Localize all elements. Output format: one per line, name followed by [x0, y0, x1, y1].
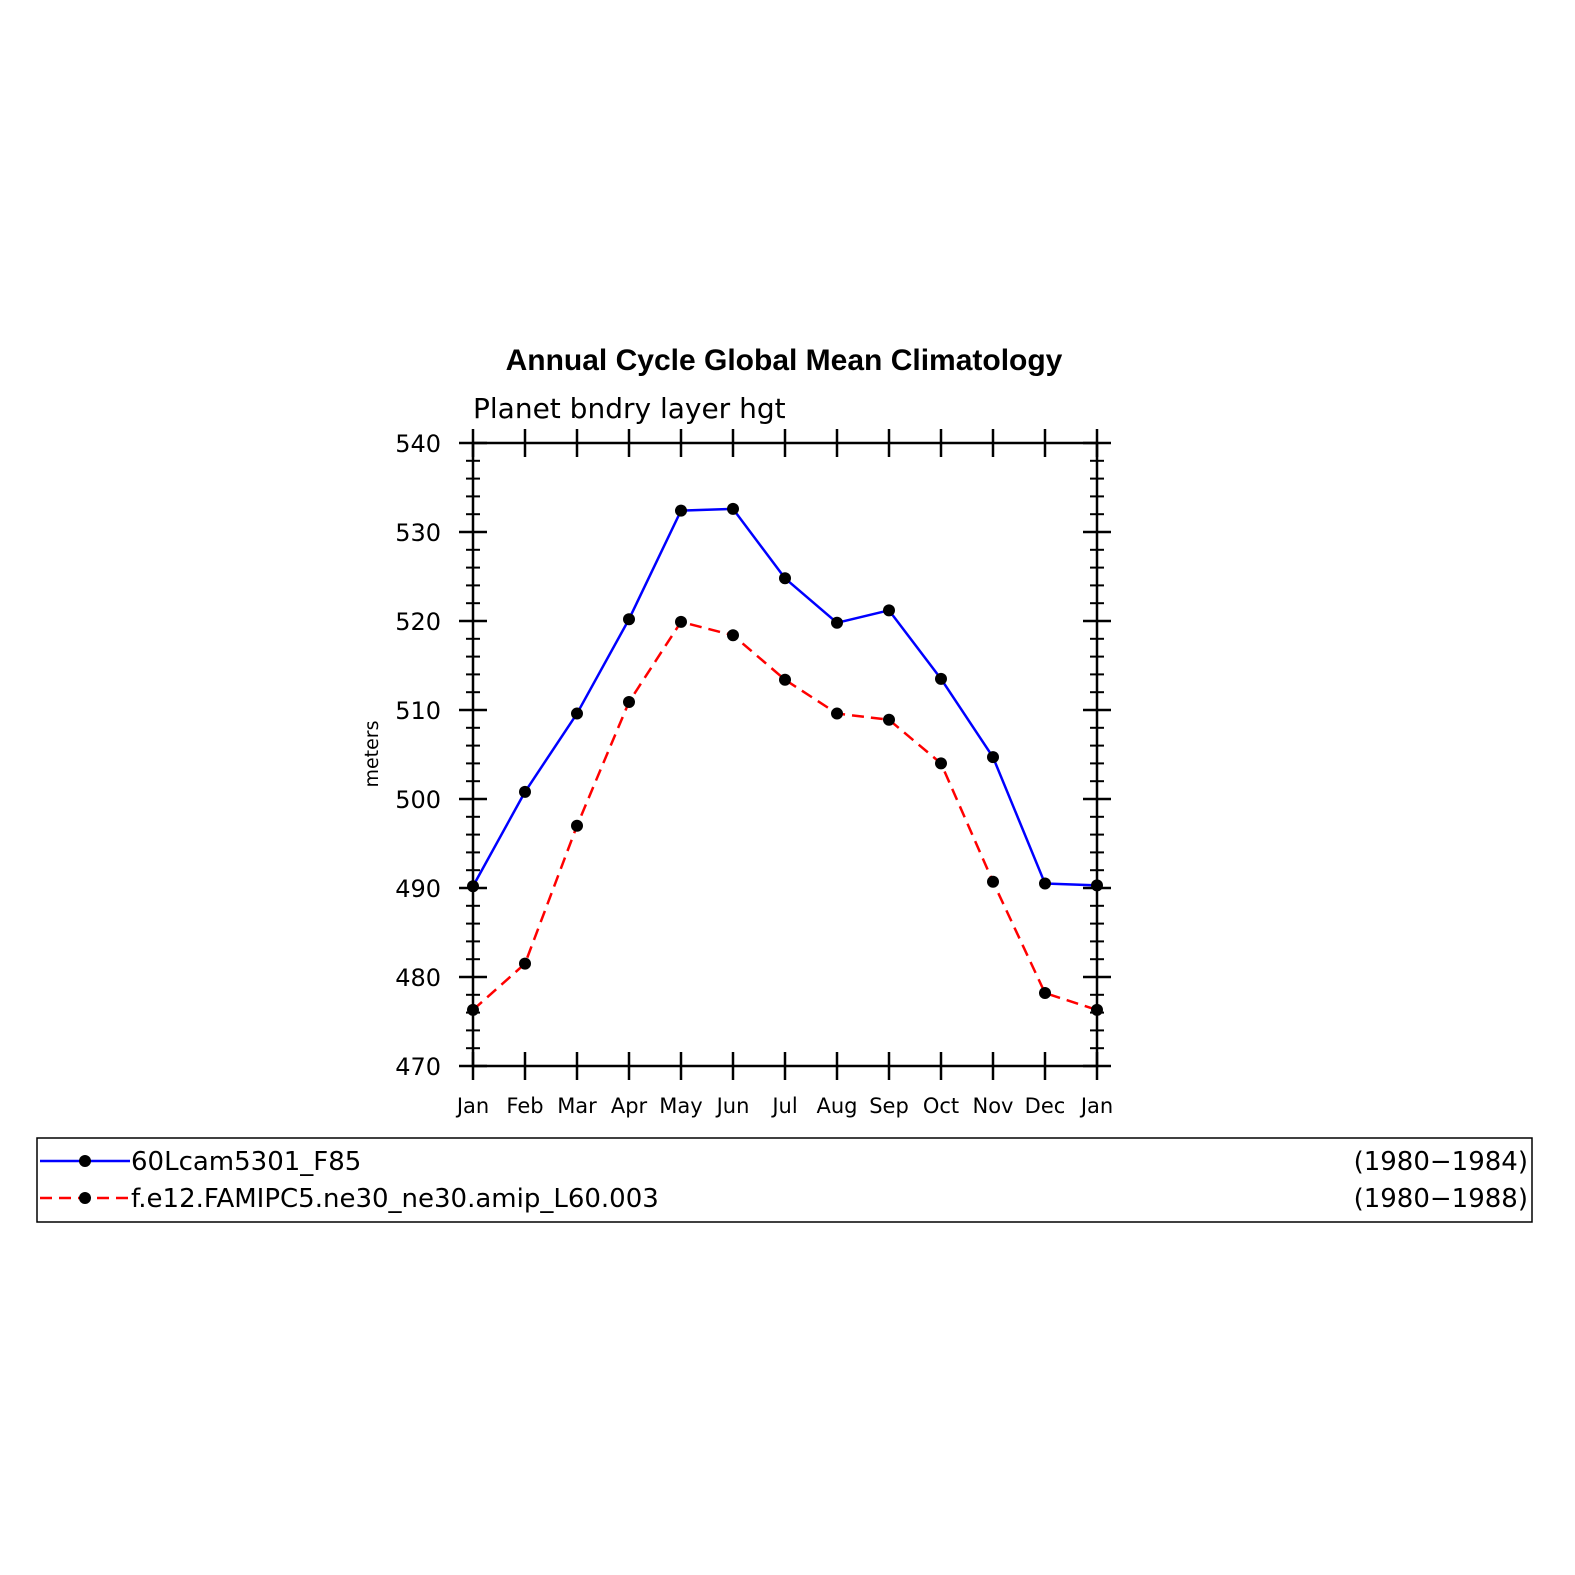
plot-frame: [471, 441, 1099, 1068]
data-point: [571, 707, 583, 720]
x-tick-label: Jan: [455, 1094, 489, 1118]
y-tick-label: 470: [395, 1053, 441, 1081]
data-point: [987, 875, 999, 888]
data-point: [623, 695, 635, 708]
x-tick-label: Jan: [1079, 1094, 1113, 1118]
legend-box: [36, 1137, 1533, 1223]
y-tick-label: 540: [395, 430, 441, 458]
chart-subtitle: Planet bndry layer hgt: [473, 392, 786, 425]
legend-series-name: f.e12.FAMIPC5.ne30_ne30.amip_L60.003: [131, 1184, 659, 1214]
data-point: [883, 604, 895, 617]
data-point: [1091, 879, 1103, 892]
data-point: [1039, 877, 1051, 890]
legend-marker: [79, 1155, 91, 1167]
data-point: [831, 616, 843, 629]
data-point: [467, 1003, 479, 1016]
x-tick-label: Nov: [973, 1094, 1014, 1118]
legend-series-period: (1980−1984): [1354, 1147, 1528, 1177]
data-point: [779, 673, 791, 686]
x-tick-label: Apr: [611, 1094, 648, 1118]
data-point: [675, 615, 687, 628]
y-tick-label: 480: [395, 964, 441, 992]
x-tick-label: Feb: [506, 1094, 543, 1118]
legend-marker: [79, 1192, 91, 1204]
legend-series-period: (1980−1988): [1354, 1184, 1528, 1214]
data-point: [1091, 1003, 1103, 1016]
x-tick-label: Aug: [816, 1094, 857, 1118]
data-point: [519, 785, 531, 798]
y-axis-label: meters: [361, 720, 383, 787]
x-tick-label: May: [659, 1094, 702, 1118]
data-point: [987, 751, 999, 764]
y-tick-label: 510: [395, 697, 441, 725]
data-point: [727, 502, 739, 515]
data-point: [467, 880, 479, 893]
data-point: [935, 672, 947, 685]
legend: 60Lcam5301_F85 (1980−1984) f.e12.FAMIPC5.n…: [36, 1137, 1533, 1223]
x-tick-label: Jul: [770, 1094, 797, 1118]
data-point: [779, 572, 791, 585]
y-tick-label: 530: [395, 519, 441, 547]
data-point: [571, 819, 583, 832]
data-point: [831, 707, 843, 720]
data-point: [727, 629, 739, 642]
data-point: [1039, 987, 1051, 1000]
y-tick-label: 500: [395, 786, 441, 814]
data-point: [675, 504, 687, 517]
axis-ticks: Jan Feb Mar Apr May Jun Jul Aug Sep Oct Nov Dec Jan 4…: [395, 429, 1113, 1118]
data-point: [519, 957, 531, 970]
data-point: [623, 613, 635, 626]
series-layer: [467, 502, 1103, 1016]
legend-series-name: 60Lcam5301_F85: [131, 1147, 361, 1177]
x-tick-label: Sep: [869, 1094, 909, 1118]
chart-title: Annual Cycle Global Mean Climatology: [506, 344, 1063, 377]
x-tick-label: Oct: [923, 1094, 959, 1118]
x-tick-label: Jun: [715, 1094, 750, 1118]
series-line-1: [471, 507, 1098, 887]
x-tick-label: Dec: [1025, 1094, 1066, 1118]
y-tick-label: 520: [395, 608, 441, 636]
data-point: [883, 713, 895, 726]
x-tick-label: Mar: [557, 1094, 597, 1118]
y-tick-label: 490: [395, 875, 441, 903]
data-point: [935, 757, 947, 770]
